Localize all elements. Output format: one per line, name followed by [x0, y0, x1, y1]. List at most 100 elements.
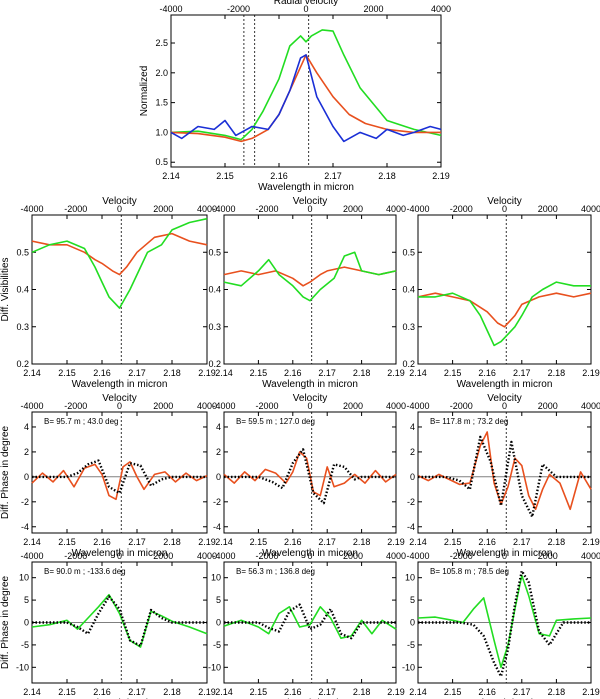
ph1-series-model	[32, 459, 207, 495]
ph6-x-tick-label: 2.14	[409, 687, 427, 697]
vis2-x-tick-label: 2.17	[318, 368, 336, 378]
ph4-top-tick-label: 2000	[153, 551, 173, 561]
ph4-top-tick-label: 4000	[197, 551, 217, 561]
ph6-x-tick-label: 2.17	[513, 687, 531, 697]
ph6-y-tick-label: -10	[402, 662, 415, 672]
top-x-tick-label: 2.16	[270, 171, 288, 181]
ph1-chart-title: Velocity	[102, 393, 136, 404]
ph5-baseline-annotation: B= 56.3 m ; 136.8 deg	[236, 567, 315, 576]
vis1-top-tick-label: -2000	[64, 204, 87, 214]
ph4-y-tick-label: 5	[24, 595, 29, 605]
vis3-x-tick-label: 2.16	[478, 368, 496, 378]
ph3-y-tick-label: -4	[407, 522, 415, 532]
vis2-x-tick-label: 2.16	[284, 368, 302, 378]
ph3-x-tick-label: 2.17	[513, 537, 531, 547]
ph4-x-tick-label: 2.15	[58, 687, 76, 697]
top-y-tick-label: 2.0	[155, 68, 168, 78]
vis2-x-tick-label: 2.18	[353, 368, 371, 378]
ph1-top-tick-label: 4000	[197, 401, 217, 411]
ph2-top-tick-label: -2000	[255, 401, 278, 411]
ph5-y-tick-label: -10	[208, 662, 221, 672]
top-y-tick-label: 0.5	[155, 157, 168, 167]
ph2-series-model	[224, 448, 396, 505]
ph2-x-tick-label: 2.14	[215, 537, 233, 547]
ph4-x-tick-label: 2.18	[163, 687, 181, 697]
top-x-tick-label: 2.17	[324, 171, 342, 181]
top-x-tick-label: 2.19	[432, 171, 450, 181]
vis1-series-green	[31, 217, 208, 309]
ph2-y-tick-label: 0	[216, 472, 221, 482]
vis2-top-tick-label: -4000	[212, 204, 235, 214]
vis1-y-tick-label: 0.2	[16, 359, 29, 369]
ph2-chart-title: Velocity	[293, 393, 327, 404]
top-y-axis-label: Normalized	[139, 66, 150, 117]
ph4-series-green	[31, 593, 208, 648]
ph5-series-model	[224, 603, 396, 640]
vis2-top-tick-label: 2000	[343, 204, 363, 214]
ph4-x-tick-label: 2.16	[93, 687, 111, 697]
ph2-top-tick-label: -4000	[212, 401, 235, 411]
ph4-x-tick-label: 2.14	[23, 687, 41, 697]
vis1-y-axis-label: Diff. Visibilities	[0, 257, 11, 321]
ph3-x-tick-label: 2.14	[409, 537, 427, 547]
ph2-baseline-annotation: B= 59.5 m ; 127.0 deg	[236, 417, 315, 426]
ph1-x-tick-label: 2.16	[93, 537, 111, 547]
top-chart-title: Radial velocity	[274, 0, 338, 7]
vis3-x-tick-label: 2.15	[444, 368, 462, 378]
top-series-green	[170, 29, 442, 141]
vis2-plot-frame	[223, 214, 397, 365]
vis1-x-tick-label: 2.19	[198, 368, 216, 378]
ph3-baseline-annotation: B= 117.8 m ; 73.2 deg	[430, 417, 508, 426]
ph6-top-tick-label: -4000	[406, 551, 429, 561]
ph2-x-axis-label: Wavelength in micron	[262, 548, 358, 559]
ph1-y-tick-label: 0	[24, 472, 29, 482]
vis2-x-tick-label: 2.15	[250, 368, 268, 378]
ph6-baseline-annotation: B= 105.8 m ; 78.5 deg	[430, 567, 509, 576]
ph3-x-tick-label: 2.19	[582, 537, 600, 547]
vis1-top-tick-label: 4000	[197, 204, 217, 214]
top-series-blue	[170, 54, 442, 143]
ph2-y-tick-label: -4	[213, 522, 221, 532]
ph4-baseline-annotation: B= 90.0 m ; -133.6 deg	[44, 567, 126, 576]
ph1-top-tick-label: 2000	[153, 401, 173, 411]
ph2-x-tick-label: 2.19	[387, 537, 405, 547]
vis2-series-red	[223, 266, 397, 287]
ph2-y-tick-label: 2	[216, 447, 221, 457]
ph6-x-tick-label: 2.15	[444, 687, 462, 697]
ph4-x-tick-label: 2.19	[198, 687, 216, 697]
ph3-x-tick-label: 2.18	[548, 537, 566, 547]
vis3-top-tick-label: -2000	[450, 204, 473, 214]
top-y-tick-label: 1.5	[155, 98, 168, 108]
ph5-x-tick-label: 2.18	[353, 687, 371, 697]
ph5-x-tick-label: 2.16	[284, 687, 302, 697]
ph2-y-tick-label: -2	[213, 497, 221, 507]
vis1-x-tick-label: 2.16	[93, 368, 111, 378]
ph5-top-tick-label: 4000	[386, 551, 406, 561]
ph3-top-tick-label: 2000	[538, 401, 558, 411]
ph5-top-tick-label: -2000	[255, 551, 278, 561]
ph6-top-tick-label: 4000	[581, 551, 600, 561]
top-top-tick-label: -2000	[227, 4, 250, 14]
vis2-y-tick-label: 0.2	[208, 359, 221, 369]
ph6-x-tick-label: 2.18	[548, 687, 566, 697]
top-plot-frame	[170, 14, 442, 168]
vis3-y-tick-label: 0.3	[402, 322, 415, 332]
ph6-y-tick-label: 5	[410, 595, 415, 605]
ph4-y-tick-label: -10	[16, 662, 29, 672]
vis3-top-tick-label: 2000	[538, 204, 558, 214]
vis1-y-tick-label: 0.4	[16, 285, 29, 295]
ph5-series-green	[223, 605, 397, 640]
top-x-axis-label: Wavelength in micron	[258, 182, 354, 193]
top-x-tick-label: 2.18	[378, 171, 396, 181]
top-top-tick-label: 0	[303, 4, 308, 14]
vis2-y-tick-label: 0.3	[208, 322, 221, 332]
ph1-x-tick-label: 2.18	[163, 537, 181, 547]
vis1-x-tick-label: 2.18	[163, 368, 181, 378]
top-y-tick-label: 1.0	[155, 127, 168, 137]
ph1-x-tick-label: 2.14	[23, 537, 41, 547]
ph1-x-tick-label: 2.17	[128, 537, 146, 547]
ph1-x-tick-label: 2.15	[58, 537, 76, 547]
vis3-x-tick-label: 2.19	[582, 368, 600, 378]
ph1-top-tick-label: -4000	[20, 401, 43, 411]
vis2-top-tick-label: 4000	[386, 204, 406, 214]
